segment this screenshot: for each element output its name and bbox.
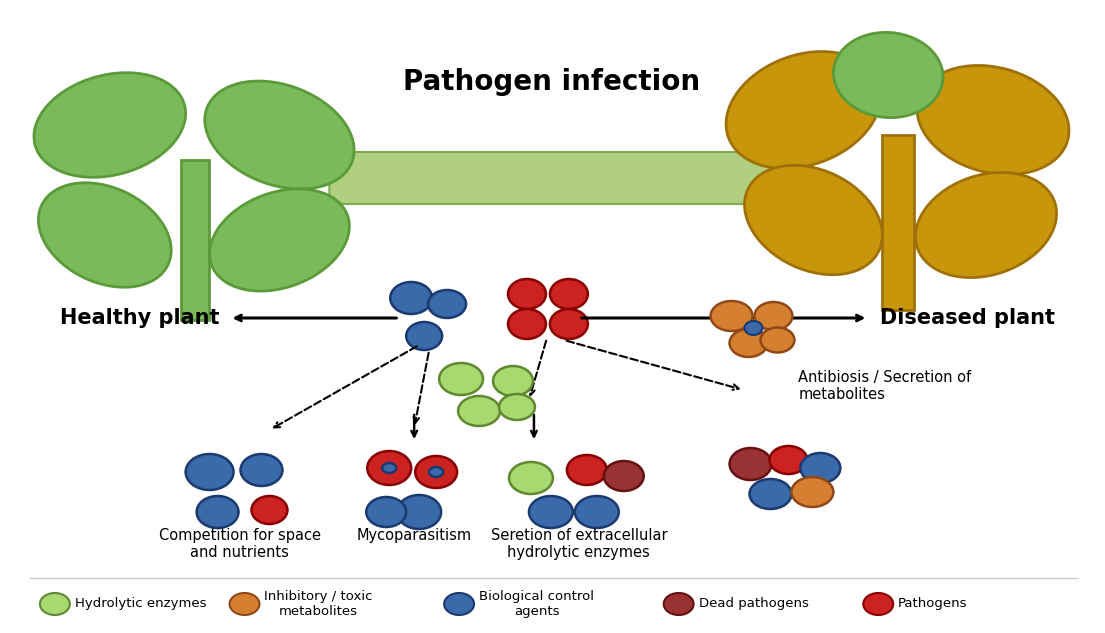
Ellipse shape	[39, 183, 171, 287]
Bar	[180, 160, 209, 320]
Ellipse shape	[726, 51, 881, 168]
Ellipse shape	[210, 189, 349, 291]
Ellipse shape	[550, 279, 588, 309]
Ellipse shape	[493, 366, 533, 396]
Bar	[882, 135, 914, 310]
Text: Seretion of extracellular
hydrolytic enzymes: Seretion of extracellular hydrolytic enz…	[491, 528, 667, 560]
Ellipse shape	[567, 455, 607, 485]
Ellipse shape	[603, 461, 644, 491]
Ellipse shape	[729, 329, 768, 357]
Ellipse shape	[382, 463, 397, 473]
Text: Diseased plant: Diseased plant	[881, 308, 1055, 328]
Ellipse shape	[917, 65, 1069, 175]
Text: Biological control
agents: Biological control agents	[480, 590, 594, 618]
Ellipse shape	[863, 593, 893, 615]
Ellipse shape	[367, 451, 411, 485]
Ellipse shape	[760, 327, 794, 353]
Text: Mycoparasitism: Mycoparasitism	[357, 528, 472, 543]
Ellipse shape	[749, 479, 791, 509]
Ellipse shape	[241, 454, 283, 486]
Ellipse shape	[508, 309, 546, 339]
Text: Healthy plant: Healthy plant	[60, 308, 220, 328]
Ellipse shape	[729, 448, 771, 480]
Ellipse shape	[34, 73, 186, 177]
Ellipse shape	[186, 454, 233, 490]
Ellipse shape	[745, 321, 762, 335]
Ellipse shape	[755, 302, 792, 330]
Text: Pathogens: Pathogens	[898, 598, 968, 610]
Ellipse shape	[444, 593, 474, 615]
Ellipse shape	[252, 496, 287, 524]
Ellipse shape	[204, 81, 354, 189]
Ellipse shape	[791, 477, 833, 507]
Ellipse shape	[529, 496, 572, 528]
FancyArrow shape	[329, 138, 809, 218]
Ellipse shape	[439, 363, 483, 395]
Ellipse shape	[711, 301, 753, 331]
Text: Pathogen infection: Pathogen infection	[403, 68, 701, 96]
Ellipse shape	[459, 396, 501, 426]
Ellipse shape	[550, 309, 588, 339]
Ellipse shape	[745, 165, 882, 275]
Text: Inhibitory / toxic
metabolites: Inhibitory / toxic metabolites	[264, 590, 373, 618]
Ellipse shape	[390, 282, 432, 314]
Text: Hydrolytic enzymes: Hydrolytic enzymes	[75, 598, 207, 610]
Ellipse shape	[499, 394, 535, 420]
Ellipse shape	[769, 446, 808, 474]
Ellipse shape	[397, 495, 441, 529]
Ellipse shape	[509, 462, 552, 494]
Ellipse shape	[366, 497, 407, 527]
Text: Competition for space
and nutrients: Competition for space and nutrients	[158, 528, 320, 560]
Ellipse shape	[508, 279, 546, 309]
Ellipse shape	[429, 467, 443, 477]
Ellipse shape	[800, 453, 840, 483]
Ellipse shape	[407, 322, 442, 350]
Text: Antibiosis / Secretion of
metabolites: Antibiosis / Secretion of metabolites	[799, 370, 971, 403]
Ellipse shape	[428, 290, 466, 318]
Text: Dead pathogens: Dead pathogens	[698, 598, 809, 610]
Ellipse shape	[916, 172, 1056, 277]
Ellipse shape	[230, 593, 260, 615]
Ellipse shape	[664, 593, 694, 615]
Ellipse shape	[575, 496, 619, 528]
Ellipse shape	[833, 32, 943, 118]
Ellipse shape	[40, 593, 70, 615]
Ellipse shape	[197, 496, 239, 528]
Ellipse shape	[415, 456, 457, 488]
